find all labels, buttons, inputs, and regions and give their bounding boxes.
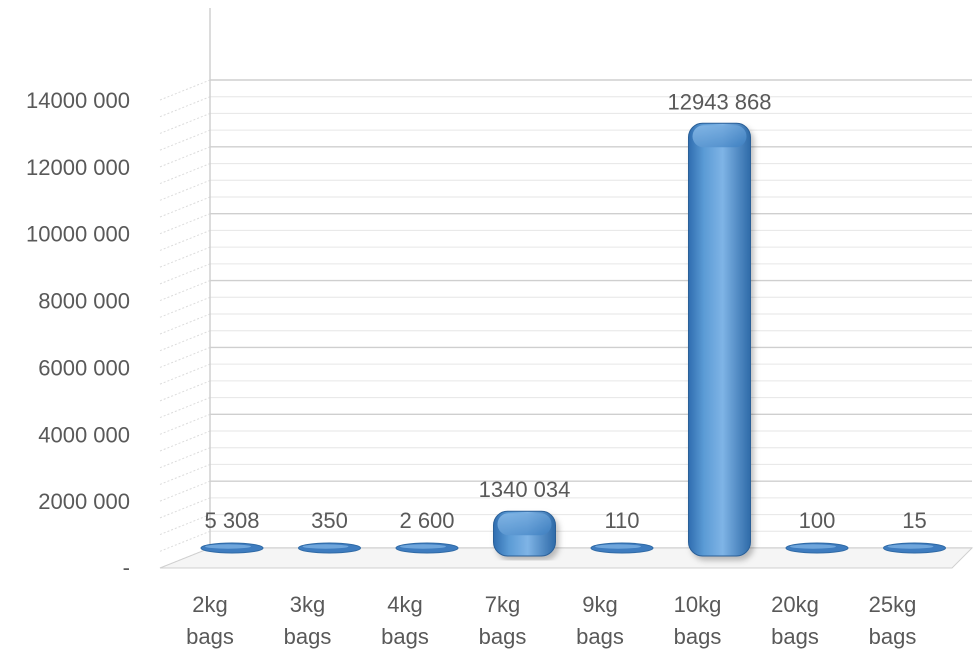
bar-body: [688, 122, 751, 557]
y-axis: - 2000 000 4000 000 6000 000 8000 000 10000 0…: [26, 88, 130, 580]
wall-gridline: [159, 196, 211, 218]
x-tick-label: bags: [674, 624, 722, 649]
data-labels: 5 308 350 2 600 1340 034 110 12943 868 100 15: [204, 89, 926, 533]
bar-highlight: [400, 544, 446, 549]
data-label: 100: [799, 508, 836, 533]
data-label: 1340 034: [479, 477, 571, 502]
wall-gridline: [159, 146, 211, 168]
wall-gridline: [159, 430, 211, 452]
x-tick-label: bags: [186, 624, 234, 649]
bar-highlight: [205, 544, 251, 549]
data-label: 350: [311, 508, 348, 533]
wall-gridline: [159, 280, 211, 302]
x-tick-label: 20kg: [771, 592, 819, 617]
side-wall: [159, 8, 974, 569]
wall-gridline: [159, 413, 211, 435]
bar: [493, 510, 556, 557]
data-label: 15: [902, 508, 926, 533]
wall-gridline: [159, 463, 211, 485]
bar-cap: [497, 513, 552, 536]
wall-gridline: [159, 213, 211, 235]
gridlines: [210, 79, 972, 549]
wall-gridline: [159, 163, 211, 185]
x-tick-label: bags: [869, 624, 917, 649]
x-tick-label: bags: [576, 624, 624, 649]
wall-gridline: [159, 480, 211, 502]
wall-gridline: [159, 380, 211, 402]
x-tick-label: bags: [771, 624, 819, 649]
wall-gridline: [159, 229, 211, 251]
x-tick-label: 2kg: [192, 592, 227, 617]
wall-gridline: [159, 363, 211, 385]
wall-gridline: [159, 296, 211, 318]
bars: [200, 122, 946, 557]
bar-highlight: [302, 544, 349, 549]
y-tick-label: 6000 000: [38, 355, 130, 380]
wall-gridline: [159, 497, 211, 519]
wall-gridline: [159, 112, 211, 134]
x-tick-label: 7kg: [485, 592, 520, 617]
y-tick-label: 2000 000: [38, 489, 130, 514]
wall-gridline: [159, 346, 211, 368]
data-label: 2 600: [399, 508, 454, 533]
x-tick-label: bags: [284, 624, 332, 649]
bar-highlight: [790, 544, 836, 549]
wall-gridline: [159, 313, 211, 335]
y-tick-label: 10000 000: [26, 222, 130, 247]
y-tick-label: -: [123, 555, 130, 580]
wall-gridline: [159, 514, 211, 536]
x-axis: 2kg bags 3kg bags 4kg bags 7kg bags 9kg bags 10kg b…: [186, 592, 916, 649]
data-label: 5 308: [204, 508, 259, 533]
bar-cap: [692, 125, 747, 148]
wall-gridline: [159, 79, 211, 101]
wall-gridline: [159, 263, 211, 285]
x-tick-label: 25kg: [869, 592, 917, 617]
x-tick-label: bags: [381, 624, 429, 649]
data-label: 12943 868: [668, 89, 772, 114]
x-tick-label: 9kg: [582, 592, 617, 617]
x-tick-label: bags: [479, 624, 527, 649]
data-label: 110: [604, 508, 639, 533]
y-tick-label: 14000 000: [26, 88, 130, 113]
x-tick-label: 10kg: [674, 592, 722, 617]
x-tick-label: 4kg: [387, 592, 422, 617]
wall-gridline: [159, 330, 211, 352]
bar-highlight: [595, 544, 641, 549]
y-tick-label: 8000 000: [38, 289, 130, 314]
y-tick-label: 4000 000: [38, 422, 130, 447]
wall-gridline: [159, 246, 211, 268]
floor: [159, 547, 974, 569]
wall-gridline: [159, 397, 211, 419]
wall-gridline: [159, 129, 211, 151]
bar-highlight: [887, 544, 934, 549]
y-tick-label: 12000 000: [26, 155, 130, 180]
bar: [688, 122, 751, 557]
wall-gridline: [159, 447, 211, 469]
wall-gridline: [159, 530, 211, 552]
wall-gridline: [159, 96, 211, 118]
x-tick-label: 3kg: [290, 592, 325, 617]
wall-gridline: [159, 179, 211, 201]
